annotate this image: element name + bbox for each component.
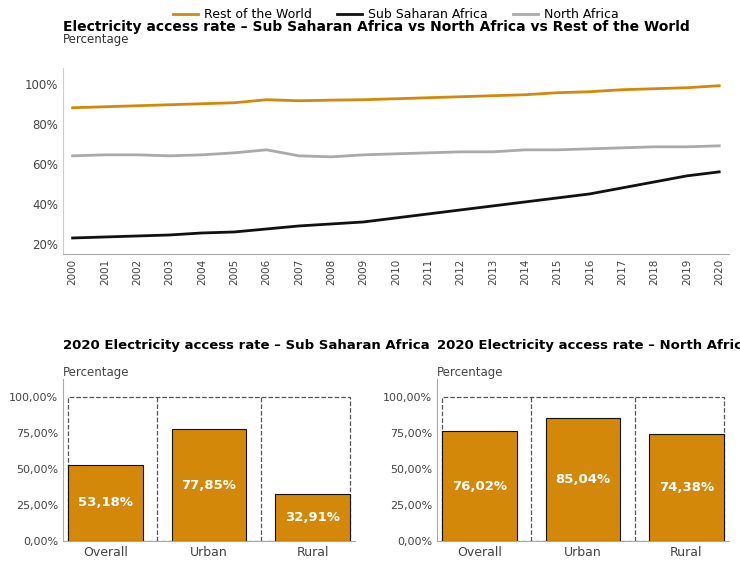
Bar (442, 431, 517, 541)
Bar (649, 434, 724, 541)
Text: 76,02%: 76,02% (451, 480, 507, 493)
Text: 74,38%: 74,38% (659, 481, 714, 494)
Bar (68, 465, 143, 541)
Text: 2020 Electricity access rate – North Africa: 2020 Electricity access rate – North Afr… (437, 339, 740, 352)
Text: Percentage: Percentage (63, 367, 130, 380)
Legend: Rest of the World, Sub Saharan Africa, North Africa: Rest of the World, Sub Saharan Africa, N… (168, 3, 624, 26)
Bar (172, 429, 246, 541)
Bar (68, 397, 350, 541)
Text: Percentage: Percentage (63, 33, 130, 46)
Text: Electricity access rate – Sub Saharan Africa vs North Africa vs Rest of the Worl: Electricity access rate – Sub Saharan Af… (63, 20, 690, 34)
Bar (275, 494, 350, 541)
Text: 85,04%: 85,04% (555, 473, 610, 486)
Text: 32,91%: 32,91% (285, 511, 340, 524)
Bar (442, 397, 724, 541)
Text: Percentage: Percentage (437, 367, 503, 380)
Text: 2020 Electricity access rate – Sub Saharan Africa: 2020 Electricity access rate – Sub Sahar… (63, 339, 429, 352)
Text: 53,18%: 53,18% (78, 496, 133, 509)
Text: 77,85%: 77,85% (181, 479, 236, 492)
Bar (545, 418, 620, 541)
